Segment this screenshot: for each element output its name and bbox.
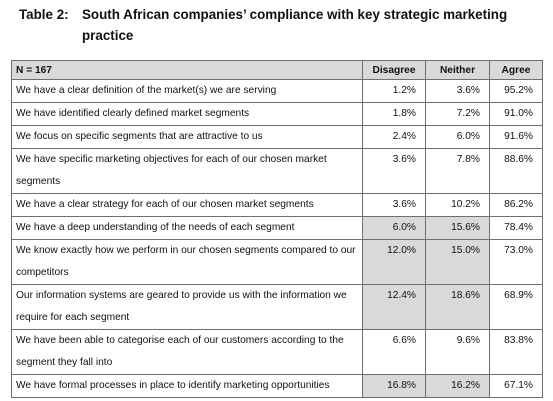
- neither-cell: 15.6%: [425, 216, 490, 240]
- statement-cell: We have a clear definition of the market…: [11, 79, 363, 103]
- disagree-cell: 1.8%: [362, 102, 426, 126]
- statement-cell: We have a deep understanding of the need…: [11, 216, 363, 240]
- neither-cell: 15.0%: [425, 239, 490, 285]
- table-row: We have a clear definition of the market…: [11, 79, 543, 103]
- table-row: Our information systems are geared to pr…: [11, 284, 543, 330]
- neither-cell: 18.6%: [425, 284, 490, 330]
- disagree-cell: 16.8%: [362, 374, 426, 398]
- neither-cell: 3.6%: [425, 79, 490, 103]
- agree-cell: 86.2%: [489, 193, 543, 217]
- table-row: We have formal processes in place to ide…: [11, 374, 543, 398]
- statement-cell: We have specific marketing objectives fo…: [11, 148, 363, 194]
- statement-cell: We have been able to categorise each of …: [11, 329, 363, 375]
- table-row: We have been able to categorise each of …: [11, 329, 543, 375]
- table-title: South African companies’ compliance with…: [82, 7, 508, 43]
- compliance-table: N = 167 Disagree Neither Agree We have a…: [11, 60, 543, 398]
- statement-cell: We focus on specific segments that are a…: [11, 125, 363, 149]
- agree-cell: 91.0%: [489, 102, 543, 126]
- agree-cell: 95.2%: [489, 79, 543, 103]
- disagree-cell: 1.2%: [362, 79, 426, 103]
- neither-cell: 16.2%: [425, 374, 490, 398]
- disagree-cell: 6.6%: [362, 329, 426, 375]
- agree-cell: 88.6%: [489, 148, 543, 194]
- agree-cell: 73.0%: [489, 239, 543, 285]
- statement-cell: We have a clear strategy for each of our…: [11, 193, 363, 217]
- statement-cell: Our information systems are geared to pr…: [11, 284, 363, 330]
- agree-cell: 91.6%: [489, 125, 543, 149]
- table-row: We have identified clearly defined marke…: [11, 102, 543, 126]
- neither-cell: 10.2%: [425, 193, 490, 217]
- agree-cell: 78.4%: [489, 216, 543, 240]
- disagree-cell: 3.6%: [362, 193, 426, 217]
- agree-cell: 68.9%: [489, 284, 543, 330]
- agree-cell: 83.8%: [489, 329, 543, 375]
- header-sample-size: N = 167: [11, 60, 363, 80]
- neither-cell: 6.0%: [425, 125, 490, 149]
- disagree-cell: 2.4%: [362, 125, 426, 149]
- agree-cell: 67.1%: [489, 374, 543, 398]
- header-neither: Neither: [425, 60, 490, 80]
- table-row: We focus on specific segments that are a…: [11, 125, 543, 149]
- statement-cell: We have formal processes in place to ide…: [11, 374, 363, 398]
- neither-cell: 7.2%: [425, 102, 490, 126]
- table-row: We have a deep understanding of the need…: [11, 216, 543, 240]
- disagree-cell: 3.6%: [362, 148, 426, 194]
- disagree-cell: 12.4%: [362, 284, 426, 330]
- table-row: We have a clear strategy for each of our…: [11, 193, 543, 217]
- statement-cell: We know exactly how we perform in our ch…: [11, 239, 363, 285]
- header-agree: Agree: [489, 60, 543, 80]
- table-number: Table 2:: [19, 7, 69, 22]
- disagree-cell: 12.0%: [362, 239, 426, 285]
- neither-cell: 7.8%: [425, 148, 490, 194]
- statement-cell: We have identified clearly defined marke…: [11, 102, 363, 126]
- disagree-cell: 6.0%: [362, 216, 426, 240]
- header-row: N = 167 Disagree Neither Agree: [11, 60, 543, 80]
- table-row: We know exactly how we perform in our ch…: [11, 239, 543, 285]
- neither-cell: 9.6%: [425, 329, 490, 375]
- table-row: We have specific marketing objectives fo…: [11, 148, 543, 194]
- header-disagree: Disagree: [362, 60, 426, 80]
